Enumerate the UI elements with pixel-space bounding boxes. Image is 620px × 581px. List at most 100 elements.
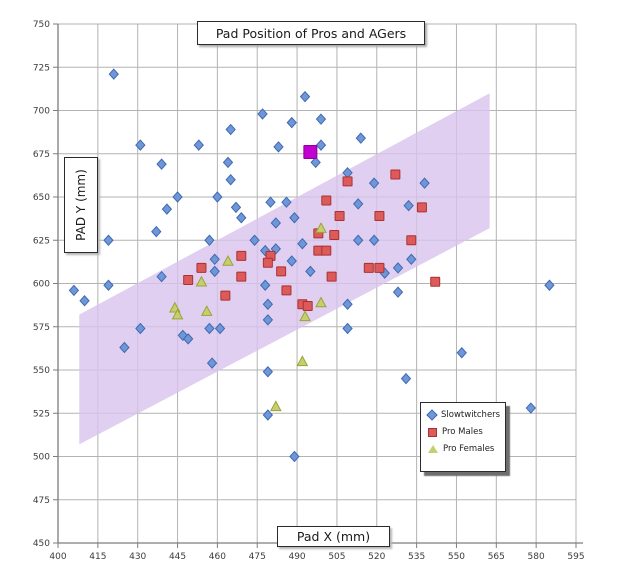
data-point-slowtwitchers [368, 234, 380, 246]
data-point-pro-males [236, 271, 247, 282]
x-tick-label: 520 [368, 552, 385, 562]
data-point-slowtwitchers [299, 90, 311, 103]
data-point-slowtwitchers [406, 253, 417, 266]
data-point-slowtwitchers [156, 158, 167, 170]
y-tick-label: 600 [33, 280, 50, 290]
data-point-slowtwitchers [230, 201, 242, 214]
data-point-slowtwitchers [305, 265, 316, 278]
data-point-slowtwitchers [225, 173, 236, 186]
data-point-slowtwitchers [286, 116, 297, 129]
data-point-pro-males [342, 176, 353, 187]
data-point-slowtwitchers [214, 322, 226, 335]
data-point-pro-males [430, 276, 441, 287]
data-point-slowtwitchers [209, 253, 220, 266]
y-tick-label: 725 [33, 63, 50, 73]
data-point-slowtwitchers [103, 279, 114, 291]
data-point-slowtwitchers [68, 284, 80, 297]
data-point-slowtwitchers [236, 212, 247, 224]
x-tick-label: 445 [169, 552, 186, 562]
data-point-slowtwitchers [135, 322, 146, 335]
data-point-pro-males [276, 266, 287, 277]
highlight-point [303, 145, 318, 160]
y-tick-label: 575 [33, 323, 50, 333]
data-point-slowtwitchers [257, 108, 268, 120]
data-point-pro-males [321, 195, 332, 206]
data-point-pro-males [374, 262, 385, 273]
x-tick-label: 460 [209, 552, 226, 562]
y-axis-label-text: PAD Y (mm) [74, 169, 88, 241]
data-point-slowtwitchers [119, 341, 130, 354]
data-point-pro-males [329, 230, 340, 241]
slowtwitchers-marker-icon [426, 409, 438, 421]
y-tick-label: 750 [33, 20, 50, 30]
x-tick-label: 475 [249, 552, 266, 562]
data-point-slowtwitchers [289, 450, 300, 463]
data-point-pro-males [363, 262, 374, 273]
data-point-pro-males [416, 202, 427, 213]
x-tick-label: 580 [528, 552, 545, 562]
x-tick-label: 595 [567, 552, 584, 562]
data-point-slowtwitchers [368, 177, 380, 189]
data-point-slowtwitchers [212, 191, 223, 203]
data-point-slowtwitchers [79, 295, 90, 307]
chart-title: Pad Position of Pros and AGers [197, 21, 425, 45]
data-point-slowtwitchers [204, 234, 215, 246]
data-point-slowtwitchers [265, 196, 276, 208]
data-point-slowtwitchers [225, 123, 236, 136]
pro-males-marker-icon [428, 427, 437, 437]
data-point-slowtwitchers [419, 177, 430, 189]
data-point-slowtwitchers [297, 237, 308, 250]
data-point-pro-females [299, 310, 311, 322]
data-point-slowtwitchers [315, 113, 327, 125]
data-point-slowtwitchers [206, 357, 218, 369]
x-tick-label: 505 [328, 552, 345, 562]
data-point-pro-females [200, 305, 213, 316]
data-point-pro-males [236, 250, 247, 261]
data-point-slowtwitchers [392, 262, 404, 274]
y-tick-label: 700 [33, 107, 50, 117]
y-tick-label: 625 [33, 236, 50, 246]
x-tick-label: 550 [448, 552, 465, 562]
legend: Slowtwitchers Pro Males Pro Females [420, 402, 506, 472]
data-point-slowtwitchers [172, 191, 183, 203]
data-point-slowtwitchers [315, 139, 327, 151]
data-point-slowtwitchers [262, 314, 274, 326]
data-point-pro-females [296, 355, 309, 367]
data-point-slowtwitchers [355, 132, 367, 144]
data-point-pro-males [281, 285, 292, 296]
x-axis-label-text: Pad X (mm) [296, 529, 371, 544]
pro-females-marker-icon [428, 445, 438, 453]
data-point-slowtwitchers [270, 217, 281, 229]
data-point-slowtwitchers [156, 270, 167, 283]
data-point-pro-males [220, 290, 231, 301]
data-point-slowtwitchers [103, 234, 114, 246]
data-point-pro-males [406, 235, 417, 246]
data-point-slowtwitchers [151, 225, 162, 238]
y-tick-label: 650 [33, 193, 50, 203]
legend-label: Pro Females [443, 444, 495, 454]
data-point-slowtwitchers [161, 203, 173, 215]
data-point-pro-males [374, 211, 385, 222]
data-point-pro-males [390, 169, 401, 180]
data-point-pro-males [326, 271, 337, 282]
data-point-slowtwitchers [108, 68, 119, 80]
chart-title-text: Pad Position of Pros and AGers [215, 25, 407, 41]
y-tick-label: 475 [33, 496, 50, 506]
data-point-pro-males [196, 262, 207, 273]
data-point-pro-males [321, 245, 332, 256]
legend-label: Slowtwitchers [441, 410, 501, 420]
data-point-slowtwitchers [353, 234, 364, 246]
data-point-slowtwitchers [456, 346, 467, 359]
y-tick-label: 675 [33, 150, 50, 160]
data-point-slowtwitchers [135, 139, 146, 151]
y-tick-label: 525 [33, 409, 50, 419]
data-point-slowtwitchers [286, 255, 297, 267]
y-tick-label: 500 [33, 453, 50, 463]
data-point-pro-females [315, 222, 327, 233]
data-point-pro-females [315, 296, 327, 308]
x-tick-label: 415 [89, 552, 106, 562]
y-tick-label: 450 [33, 539, 50, 549]
data-point-slowtwitchers [281, 196, 292, 208]
legend-label: Pro Males [442, 427, 483, 437]
